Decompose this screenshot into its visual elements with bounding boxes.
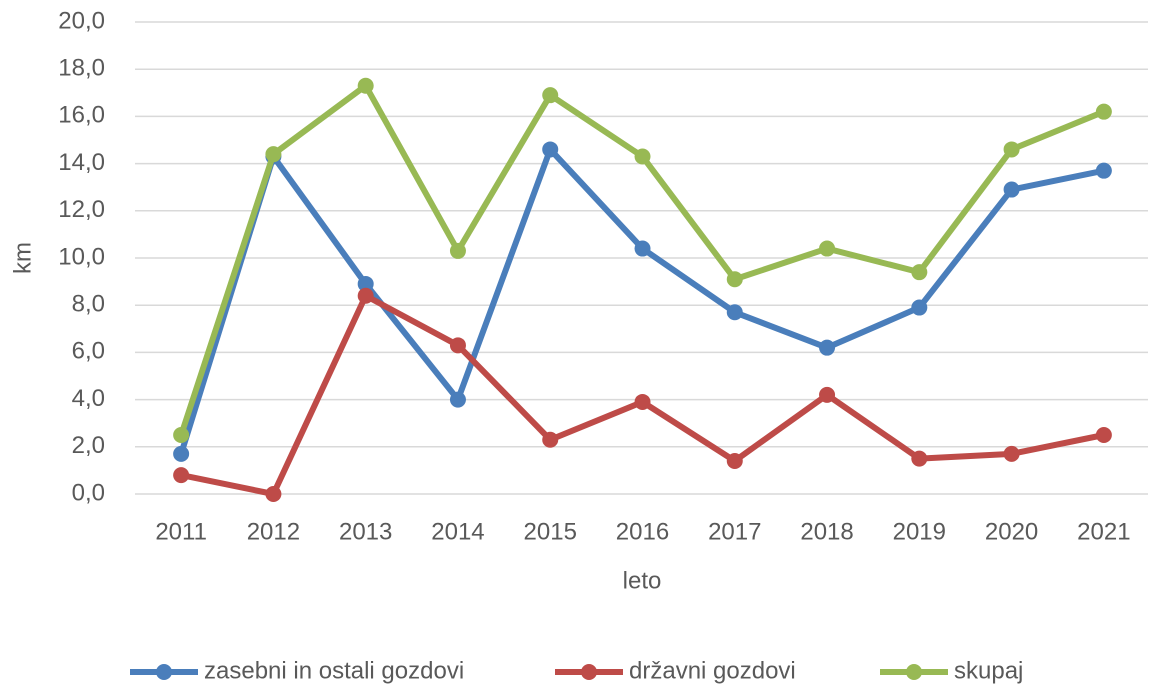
data-point [911, 264, 928, 281]
data-point [173, 445, 190, 462]
data-point [265, 486, 282, 502]
legend-marker [906, 664, 922, 680]
y-tick-label: 12,0 [58, 196, 105, 223]
x-axis-label: leto [623, 567, 662, 594]
x-tick-label: 2014 [431, 518, 484, 545]
x-tick-label: 2020 [985, 518, 1038, 545]
y-tick-label: 6,0 [72, 338, 105, 365]
y-tick-label: 18,0 [58, 55, 105, 82]
series-line [178, 82, 1105, 436]
data-point [819, 339, 836, 356]
y-tick-label: 14,0 [58, 149, 105, 176]
data-point [911, 450, 928, 467]
y-tick-label: 20,0 [58, 7, 105, 34]
y-tick-label: 16,0 [58, 102, 105, 129]
x-tick-label: 2011 [155, 518, 207, 545]
legend-label: zasebni in ostali gozdovi [204, 657, 464, 684]
y-axis-label: km [9, 242, 36, 274]
data-point [449, 337, 466, 354]
data-point [819, 240, 836, 257]
x-tick-label: 2017 [708, 518, 761, 545]
data-point [265, 146, 282, 163]
y-tick-label: 0,0 [72, 479, 105, 506]
data-point [726, 304, 743, 321]
data-point [634, 148, 651, 165]
y-tick-label: 8,0 [72, 291, 105, 318]
data-point [449, 391, 466, 408]
data-point [1003, 181, 1020, 198]
y-tick-label: 10,0 [58, 243, 105, 270]
x-tick-label: 2012 [247, 518, 300, 545]
data-point [449, 242, 466, 259]
y-tick-label: 4,0 [72, 385, 105, 412]
data-point [1095, 427, 1112, 443]
data-point [726, 452, 743, 469]
data-point [1095, 162, 1112, 179]
x-tick-label: 2013 [339, 518, 392, 545]
x-tick-label: 2016 [616, 518, 669, 545]
data-point [1003, 445, 1020, 462]
data-point [726, 271, 743, 288]
data-point [173, 467, 190, 484]
data-point [357, 275, 374, 292]
data-point [911, 299, 928, 316]
x-tick-label: 2019 [893, 518, 946, 545]
y-tick-label: 2,0 [72, 432, 105, 459]
legend-marker [156, 664, 172, 680]
data-point [1095, 103, 1112, 120]
legend-label: skupaj [954, 657, 1023, 684]
data-point [542, 87, 559, 104]
data-point [542, 431, 559, 448]
x-tick-label: 2021 [1077, 518, 1130, 545]
data-point [1003, 141, 1020, 158]
data-point [819, 386, 836, 403]
data-point [634, 240, 651, 257]
x-tick-label: 2015 [524, 518, 577, 545]
x-tick-label: 2018 [800, 518, 853, 545]
data-point [357, 287, 374, 304]
data-point [357, 77, 374, 94]
data-point [542, 141, 559, 158]
data-point [173, 427, 190, 443]
data-point [634, 393, 651, 410]
legend-marker [581, 664, 597, 680]
legend-label: državni gozdovi [629, 657, 796, 684]
